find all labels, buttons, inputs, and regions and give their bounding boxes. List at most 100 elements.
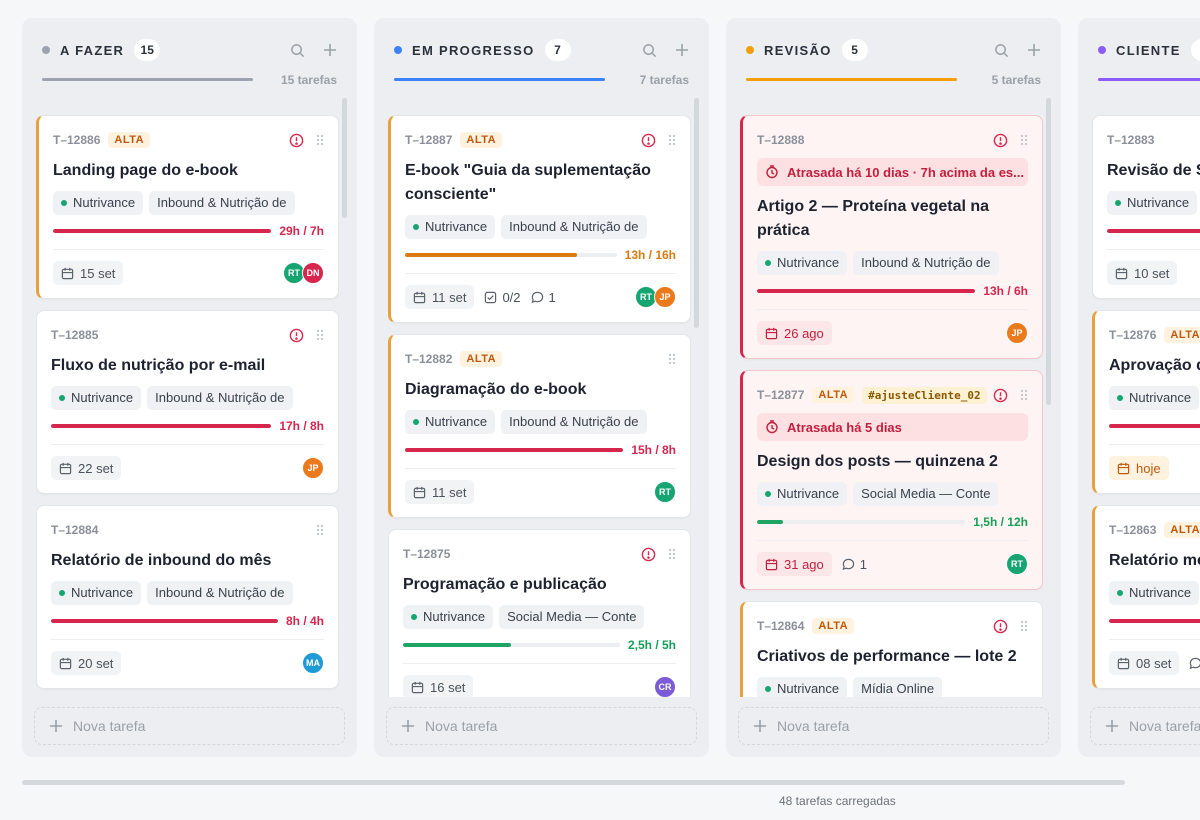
add-button[interactable] xyxy=(675,43,689,58)
task-title: Landing page do e-book xyxy=(53,162,238,179)
search-button[interactable] xyxy=(290,43,305,58)
task-card[interactable]: T–12863 ALTA Relatório me Nutrivance 08 set xyxy=(1092,505,1200,689)
card-list: T–12888 Atrasada há 10 dias · 7h acima da… xyxy=(740,97,1043,697)
search-button[interactable] xyxy=(642,43,657,58)
task-card[interactable]: T–12885 Fluxo de nutrição por e-mail Nutri… xyxy=(36,310,339,494)
card-header: T–12885 xyxy=(51,325,324,345)
drag-handle[interactable] xyxy=(1020,134,1028,146)
hours: 13h / 16h xyxy=(624,248,676,262)
tags: Nutrivance Social Media — Conte xyxy=(403,605,676,629)
task-card[interactable]: T–12882 ALTA Diagramação do e-book Nutrivan… xyxy=(388,334,691,518)
card-header: T–12887 ALTA xyxy=(405,130,676,150)
tags: Nutrivance xyxy=(1109,581,1200,605)
progress: 13h / 6h xyxy=(757,283,1028,299)
card-footer: 10 set xyxy=(1107,260,1200,286)
header-actions xyxy=(994,43,1041,58)
avatars: JP xyxy=(302,457,324,479)
task-card[interactable]: T–12875 Programação e publicação Nutrivanc… xyxy=(388,529,691,697)
progress xyxy=(1107,223,1200,239)
client-name: Nutrivance xyxy=(1127,195,1190,210)
date-text: 16 set xyxy=(430,679,466,695)
column-underline xyxy=(42,78,253,81)
horizontal-scrollbar[interactable] xyxy=(22,780,1125,785)
tags: Nutrivance Inbound & Nutrição de xyxy=(51,581,324,605)
date-text: 22 set xyxy=(78,460,114,476)
avatar: RT xyxy=(654,481,676,503)
new-task-button[interactable]: Nova tarefa xyxy=(738,707,1049,745)
alert-icon xyxy=(289,328,304,343)
calendar-icon xyxy=(1115,267,1128,280)
task-card[interactable]: T–12877 ALTA #ajusteCliente_02 Atrasada há … xyxy=(740,370,1043,590)
project-tag: Social Media — Conte xyxy=(499,605,645,629)
tag-dot xyxy=(765,260,771,266)
card-actions xyxy=(993,619,1028,634)
card-header: T–12886 ALTA xyxy=(53,130,324,150)
scrollbar[interactable] xyxy=(694,98,699,328)
search-button[interactable] xyxy=(994,43,1009,58)
client-tag: Nutrivance xyxy=(403,605,494,629)
task-card[interactable]: T–12888 Atrasada há 10 dias · 7h acima da… xyxy=(740,115,1043,359)
client-tag: Nutrivance xyxy=(1107,191,1198,215)
due-date: 15 set xyxy=(53,261,124,285)
add-button[interactable] xyxy=(323,43,337,58)
tags: Nutrivance Inbound & Nutrição de xyxy=(757,251,1028,275)
divider xyxy=(1109,444,1200,445)
due-date: 16 set xyxy=(403,675,474,697)
new-task-button[interactable]: Nova tarefa xyxy=(34,707,345,745)
card-actions xyxy=(993,133,1028,148)
progress-fill xyxy=(405,448,624,452)
client-tag: Nutrivance xyxy=(405,410,496,434)
new-task-label: Nova tarefa xyxy=(73,718,146,734)
progress: 29h / 7h xyxy=(53,223,324,239)
plus-icon xyxy=(753,719,767,733)
task-title: Relatório de inbound do mês xyxy=(51,552,272,569)
task-count-label: 15 tarefas xyxy=(280,73,337,87)
drag-handle[interactable] xyxy=(668,548,676,560)
column-header: A FAZER 15 xyxy=(42,38,337,62)
scrollbar[interactable] xyxy=(1046,98,1051,405)
client-tag: Nutrivance xyxy=(1109,581,1200,605)
avatar: CR xyxy=(654,676,676,697)
task-card[interactable]: T–12876 ALTA Aprovação d Nutrivance hoje xyxy=(1092,310,1200,494)
scrollbar[interactable] xyxy=(342,98,347,218)
task-card[interactable]: T–12864 ALTA Criativos de performance — lo… xyxy=(740,601,1043,697)
drag-handle[interactable] xyxy=(316,329,324,341)
client-name: Nutrivance xyxy=(425,414,488,429)
card-actions xyxy=(316,524,324,536)
drag-handle[interactable] xyxy=(316,524,324,536)
tag-dot xyxy=(61,200,67,206)
client-tag: Nutrivance xyxy=(51,386,142,410)
priority-badge: ALTA xyxy=(812,387,855,403)
tag-dot xyxy=(413,419,419,425)
drag-handle[interactable] xyxy=(668,353,676,365)
task-id: T–12876 xyxy=(1109,328,1157,342)
tag-dot xyxy=(765,491,771,497)
new-task-label: Nova tarefa xyxy=(425,718,498,734)
task-card[interactable]: T–12886 ALTA Landing page do e-book Nutriva… xyxy=(36,115,339,299)
due-date: hoje xyxy=(1109,456,1169,480)
comment-count: 1 xyxy=(859,556,867,572)
comment-count: 1 xyxy=(548,289,556,305)
client-name: Nutrivance xyxy=(777,255,840,270)
add-button[interactable] xyxy=(1027,43,1041,58)
hours: 17h / 8h xyxy=(279,419,324,433)
drag-handle[interactable] xyxy=(1020,389,1028,401)
tags: Nutrivance Inbound & Nutrição de xyxy=(53,191,324,215)
timer-icon xyxy=(765,165,779,179)
card-actions xyxy=(641,547,676,562)
alert-icon xyxy=(993,133,1008,148)
new-task-button[interactable]: Nova tarefa xyxy=(386,707,697,745)
task-id: T–12877 xyxy=(757,388,805,402)
new-task-button[interactable]: Nova tarefa xyxy=(1090,707,1200,745)
drag-handle[interactable] xyxy=(1020,620,1028,632)
drag-handle[interactable] xyxy=(316,134,324,146)
task-card[interactable]: T–12887 ALTA E-book "Guia da suplementação… xyxy=(388,115,691,323)
drag-handle[interactable] xyxy=(668,134,676,146)
task-card[interactable]: T–12884 Relatório de inbound do mês Nutriv… xyxy=(36,505,339,689)
task-card[interactable]: T–12883 Revisão de S Nutrivance 10 set xyxy=(1092,115,1200,299)
date-text: hoje xyxy=(1136,460,1161,476)
task-title: Aprovação d xyxy=(1109,357,1200,374)
task-id: T–12882 xyxy=(405,352,453,366)
due-date: 10 set xyxy=(1107,261,1178,285)
check-icon xyxy=(484,291,497,304)
